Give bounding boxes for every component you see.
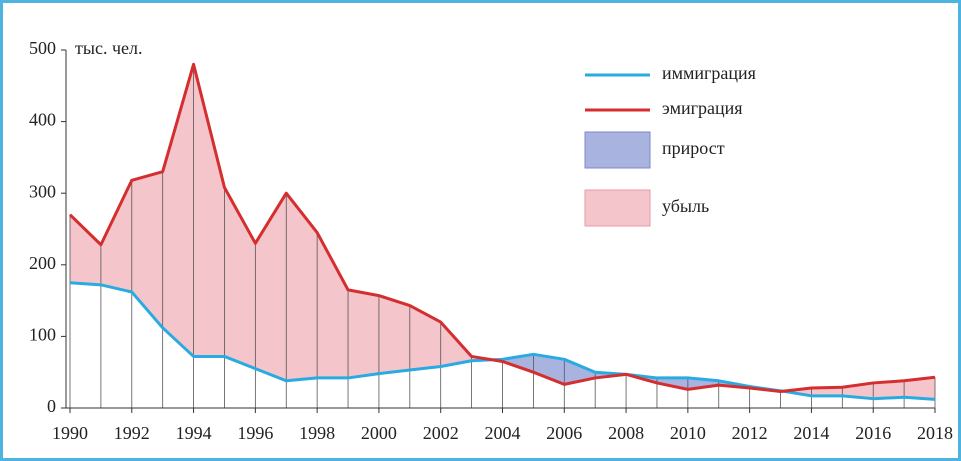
x-tick-label: 2018 [917,423,953,443]
x-tick-label: 2006 [546,423,582,443]
loss-area [224,187,256,369]
legend-label: убыль [662,196,709,216]
x-tick-label: 1992 [114,423,150,443]
plot: 0 100 200 300 400 500 1990 1992 1994 1996 1998 2000… [29,38,953,443]
legend-label: иммиграция [662,63,756,83]
loss-area [255,193,287,381]
x-tick-label: 2004 [485,423,521,443]
loss-area [317,232,349,378]
legend-patch [584,189,651,227]
loss-area [440,322,472,367]
x-tick-label: 1996 [237,423,273,443]
x-tick-label: 2002 [423,423,459,443]
y-tick-label: 300 [29,181,56,201]
y-tick-label: 500 [29,38,56,58]
x-tick-label: 2014 [793,423,829,443]
loss-area [100,180,132,293]
x-tick-label: 2008 [608,423,644,443]
loss-area [348,289,379,378]
emigration-line [68,62,936,394]
legend-patch [584,131,651,169]
loss-area [811,387,843,396]
x-tick-label: 1990 [52,423,88,443]
areas [70,64,935,400]
loss-area [904,377,935,400]
loss-area [70,214,101,285]
loss-area [378,295,410,374]
x-tick-label: 1998 [299,423,335,443]
y-tick-label: 0 [47,396,56,416]
y-tick-label: 200 [29,253,56,273]
loss-area [131,171,163,328]
loss-area [162,64,194,357]
y-tick-label: 100 [29,325,56,345]
x-tick-label: 2012 [732,423,768,443]
legend-label: эмиграция [662,98,743,118]
unit-label: тыс. чел. [75,38,142,58]
loss-area [193,64,225,357]
x-tick-label: 2016 [855,423,891,443]
gain-area [533,354,565,385]
x-tick-label: 2000 [361,423,397,443]
legend-label: прирост [662,138,725,158]
x-tick-label: 1994 [176,423,212,443]
loss-area [873,380,905,399]
immigration-line [69,281,936,401]
loss-area [409,305,441,371]
x-tick-label: 2010 [670,423,706,443]
y-tick-label: 400 [29,110,56,130]
loss-area [286,193,318,381]
